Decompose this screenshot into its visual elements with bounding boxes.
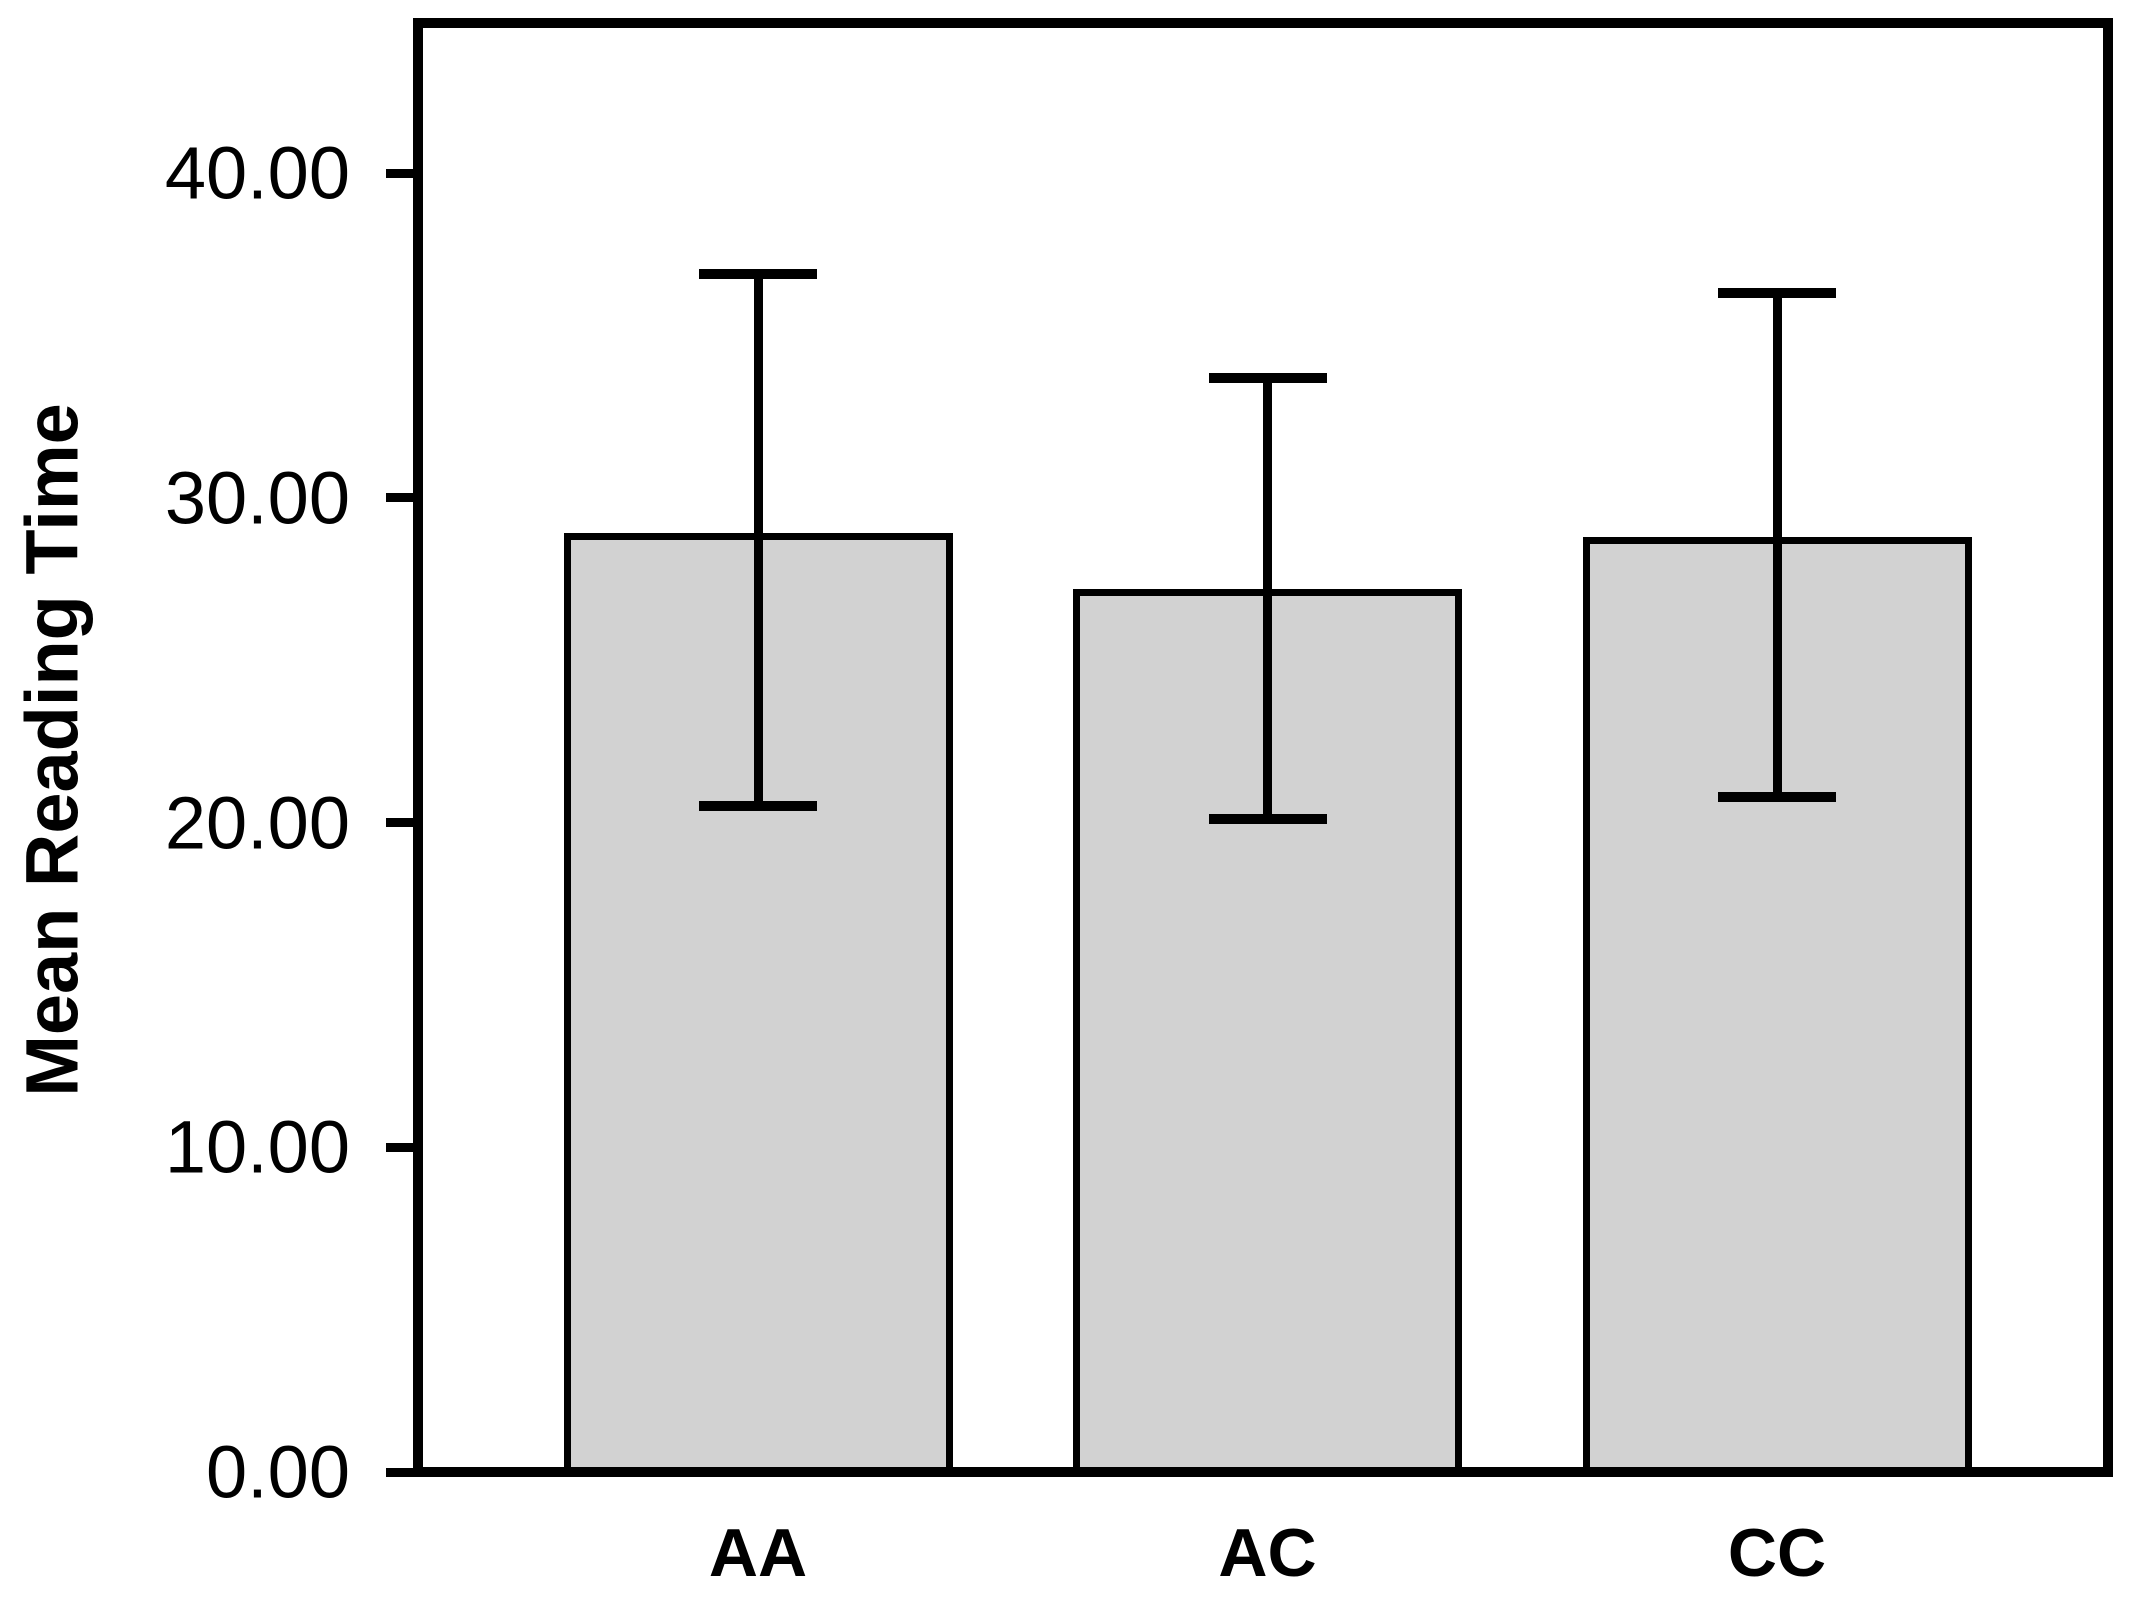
error-bar-lower-cap-AC	[1208, 814, 1327, 825]
bar-CC	[1582, 536, 1972, 1472]
y-tick-mark-40.00	[386, 168, 420, 178]
error-bar-lower-cap-CC	[1718, 791, 1836, 802]
y-tick-mark-20.00	[386, 818, 420, 827]
y-tick-label-10.00: 10.00	[164, 1105, 350, 1189]
y-tick-label-0.00: 0.00	[205, 1430, 350, 1514]
error-bar-line-AA	[753, 273, 763, 807]
y-axis-title: Mean Reading Time	[10, 403, 94, 1097]
x-tick-label-CC: CC	[1727, 1515, 1827, 1591]
y-tick-label-40.00: 40.00	[164, 131, 350, 215]
y-tick-label-20.00: 20.00	[164, 781, 350, 864]
error-bar-upper-cap-AC	[1208, 372, 1327, 383]
x-tick-label-AA: AA	[708, 1515, 808, 1591]
x-tick-label-AC: AC	[1218, 1515, 1317, 1591]
error-bar-upper-cap-CC	[1718, 288, 1836, 299]
y-tick-mark-0.00	[386, 1467, 420, 1477]
error-bar-upper-cap-AA	[699, 268, 817, 279]
error-bar-line-AC	[1263, 377, 1272, 820]
error-bar-lower-cap-AA	[699, 801, 817, 812]
y-tick-mark-10.00	[386, 1142, 420, 1152]
plot-border	[413, 18, 2113, 1477]
y-tick-label-30.00: 30.00	[164, 456, 350, 540]
error-bar-line-CC	[1772, 293, 1782, 797]
y-tick-mark-30.00	[386, 493, 420, 503]
